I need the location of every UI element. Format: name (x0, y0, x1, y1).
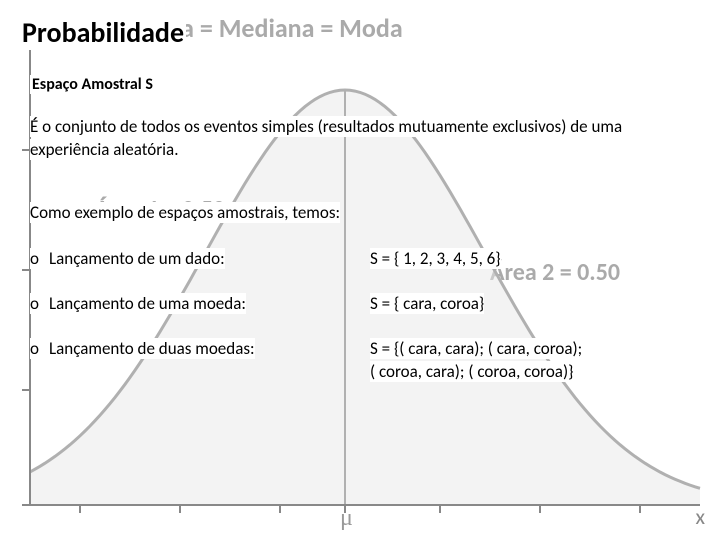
slide-content: Probabilidade Espaço Amostral S É o conj… (0, 0, 720, 540)
example-row: oLançamento de uma moeda: S = { cara, co… (30, 293, 700, 316)
example-value: S = {( cara, cara); ( cara, coroa); ( co… (370, 338, 582, 384)
definition-paragraph: É o conjunto de todos os eventos simples… (30, 116, 700, 162)
example-label: oLançamento de uma moeda: (30, 293, 370, 314)
example-row: oLançamento de um dado: S = { 1, 2, 3, 4… (30, 248, 700, 271)
page-title: Probabilidade (20, 15, 186, 50)
examples-intro: Como exemplo de espaços amostrais, temos… (30, 202, 700, 223)
example-label: oLançamento de um dado: (30, 248, 370, 269)
example-value: S = { 1, 2, 3, 4, 5, 6} (370, 248, 501, 271)
section-subtitle: Espaço Amostral S (30, 75, 155, 94)
example-label: oLançamento de duas moedas: (30, 338, 370, 359)
example-value: S = { cara, coroa} (370, 293, 484, 316)
example-row: oLançamento de duas moedas: S = {( cara,… (30, 338, 700, 384)
